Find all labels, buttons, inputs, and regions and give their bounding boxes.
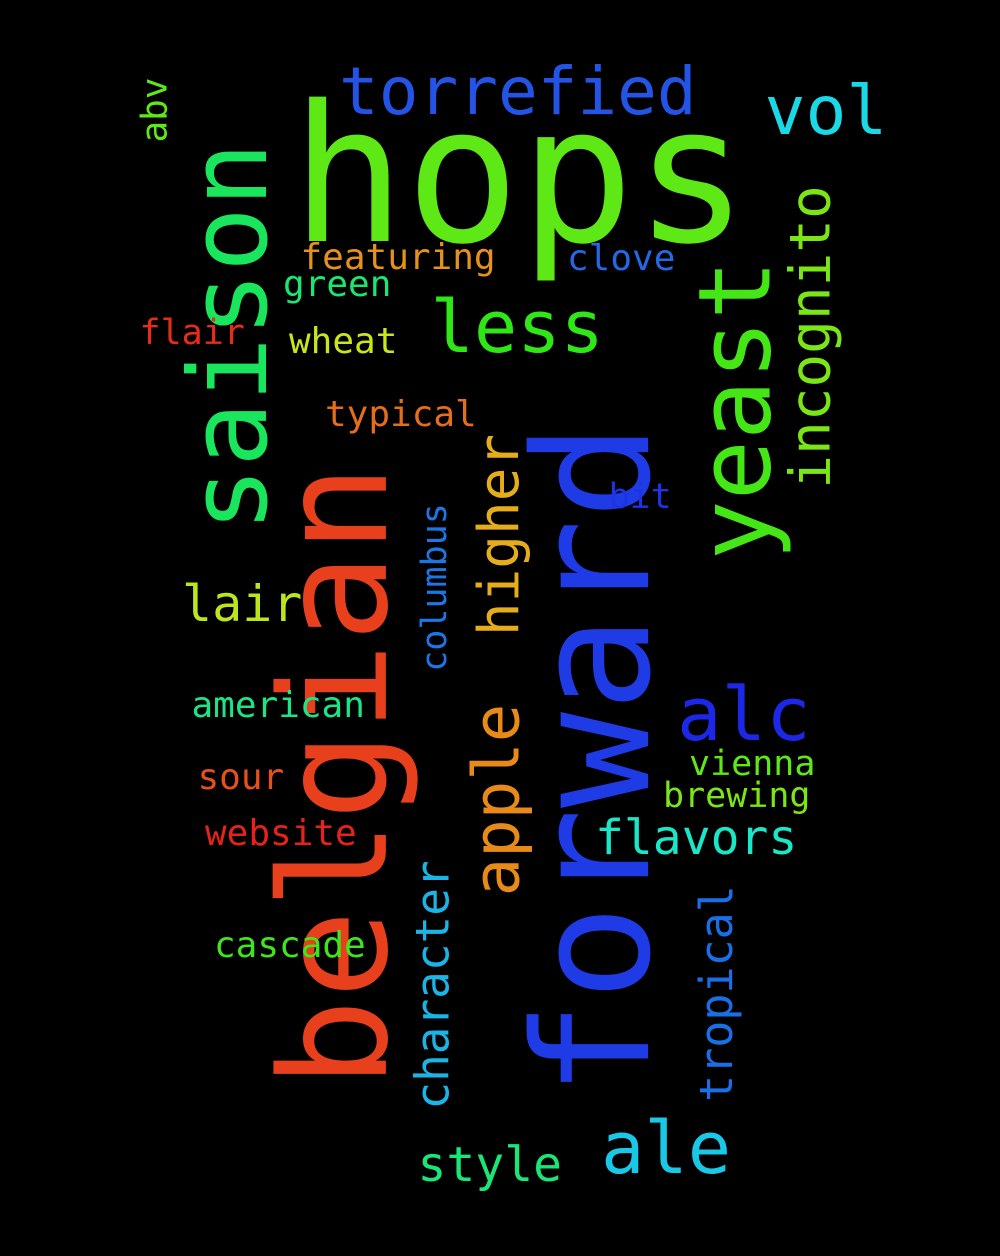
word-wheat: wheat <box>289 321 398 362</box>
word-brewing: brewing <box>663 775 811 816</box>
word-featuring: featuring <box>300 237 496 278</box>
word-website: website <box>205 813 357 854</box>
word-character: character <box>405 860 460 1110</box>
word-yeast: yeast <box>676 259 794 561</box>
word-incognito: incognito <box>778 185 844 489</box>
word-flavors: flavors <box>595 810 798 866</box>
word-apple: apple <box>459 703 534 897</box>
word-abv: abv <box>134 77 176 143</box>
word-columbus: columbus <box>414 502 455 672</box>
word-flair: flair <box>139 312 245 353</box>
word-forward: forward <box>499 422 687 1098</box>
word-style: style <box>417 1137 563 1193</box>
word-tropical: tropical <box>689 884 743 1102</box>
word-vol: vol <box>764 72 888 151</box>
word-clove: clove <box>567 238 676 279</box>
word-alc: alc <box>677 672 811 758</box>
word-bit: bit <box>608 476 672 517</box>
word-green: green <box>283 264 392 305</box>
word-lair: lair <box>182 575 303 633</box>
word-vienna: vienna <box>689 743 816 784</box>
word-less: less <box>430 285 604 369</box>
word-typical: typical <box>325 394 477 435</box>
word-higher: higher <box>467 433 533 637</box>
word-ale: ale <box>601 1106 732 1190</box>
word-hops: hops <box>291 65 749 286</box>
word-torrefied: torrefied <box>339 53 697 130</box>
word-american: american <box>191 685 365 726</box>
word-sour: sour <box>197 757 285 798</box>
word-cascade: cascade <box>214 925 366 966</box>
